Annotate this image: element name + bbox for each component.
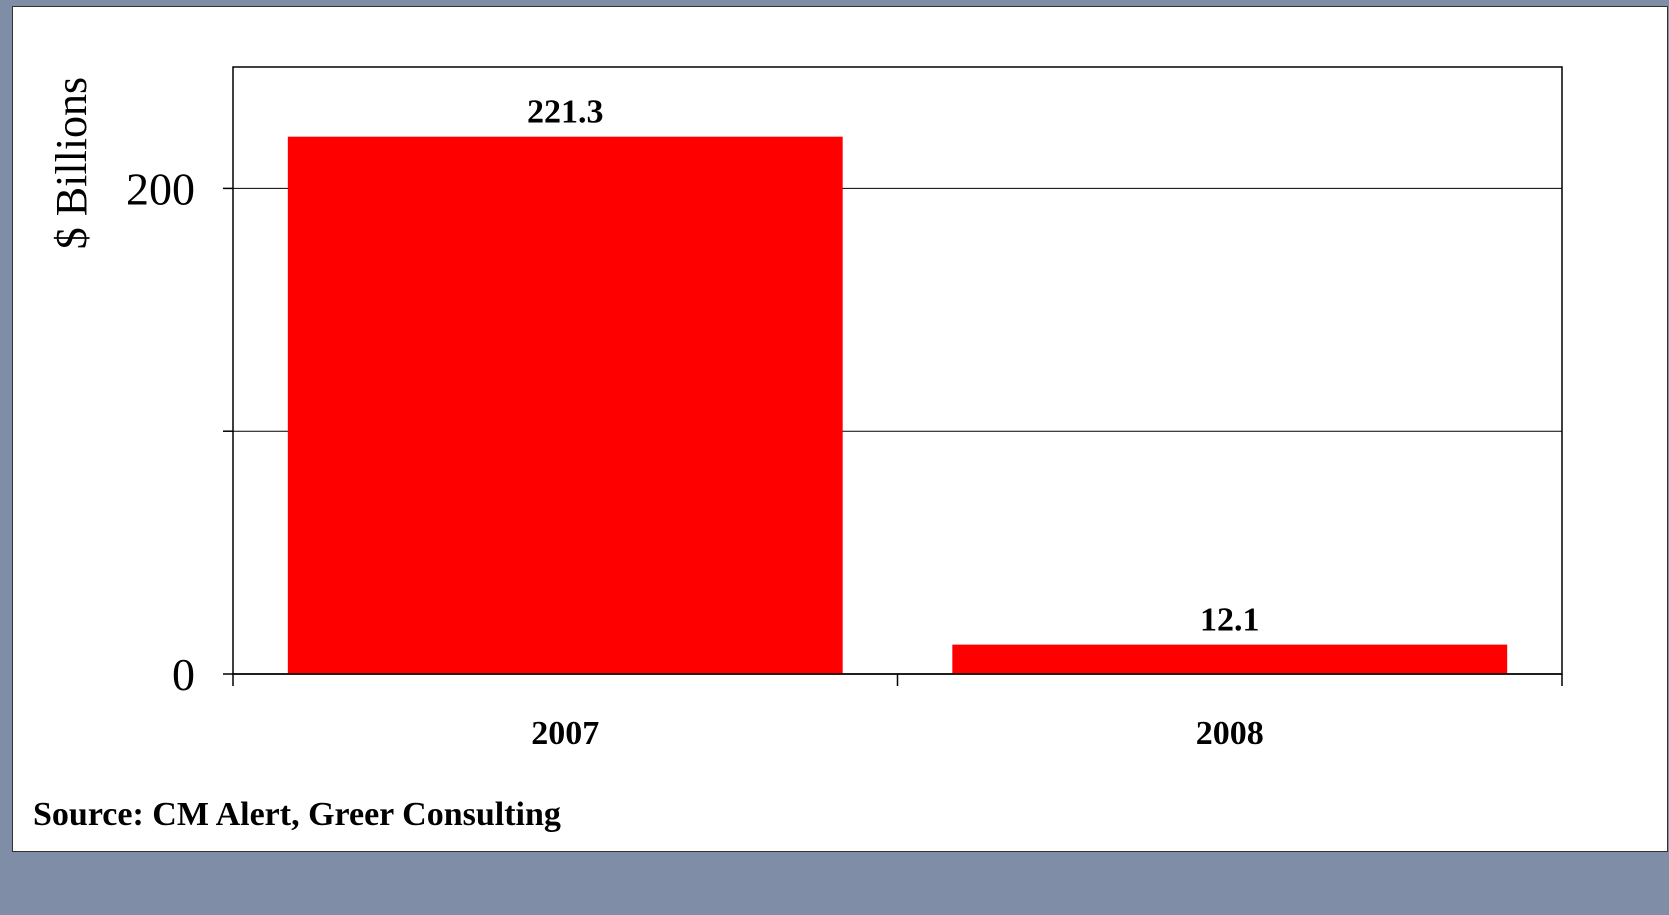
axes — [223, 187, 1563, 686]
bar-2007 — [287, 136, 843, 674]
x-tick-label-2007: 2007 — [531, 715, 599, 752]
x-tick-label-2008: 2008 — [1196, 715, 1264, 752]
y-tick-labels: 0 200 — [126, 163, 195, 700]
y-tick-label: 200 — [126, 163, 195, 214]
y-axis-label: $ Billions — [47, 77, 96, 249]
data-label-2008: 12.1 — [1200, 602, 1260, 639]
data-label-2007: 221.3 — [527, 94, 604, 131]
y-tick-label: 0 — [172, 649, 195, 700]
data-labels: 221.3 12.1 — [527, 94, 1260, 639]
bar-2008 — [952, 644, 1508, 674]
bars — [287, 136, 1508, 674]
category-labels: 2007 2008 — [531, 715, 1264, 752]
source-note: Source: CM Alert, Greer Consulting — [33, 796, 561, 833]
